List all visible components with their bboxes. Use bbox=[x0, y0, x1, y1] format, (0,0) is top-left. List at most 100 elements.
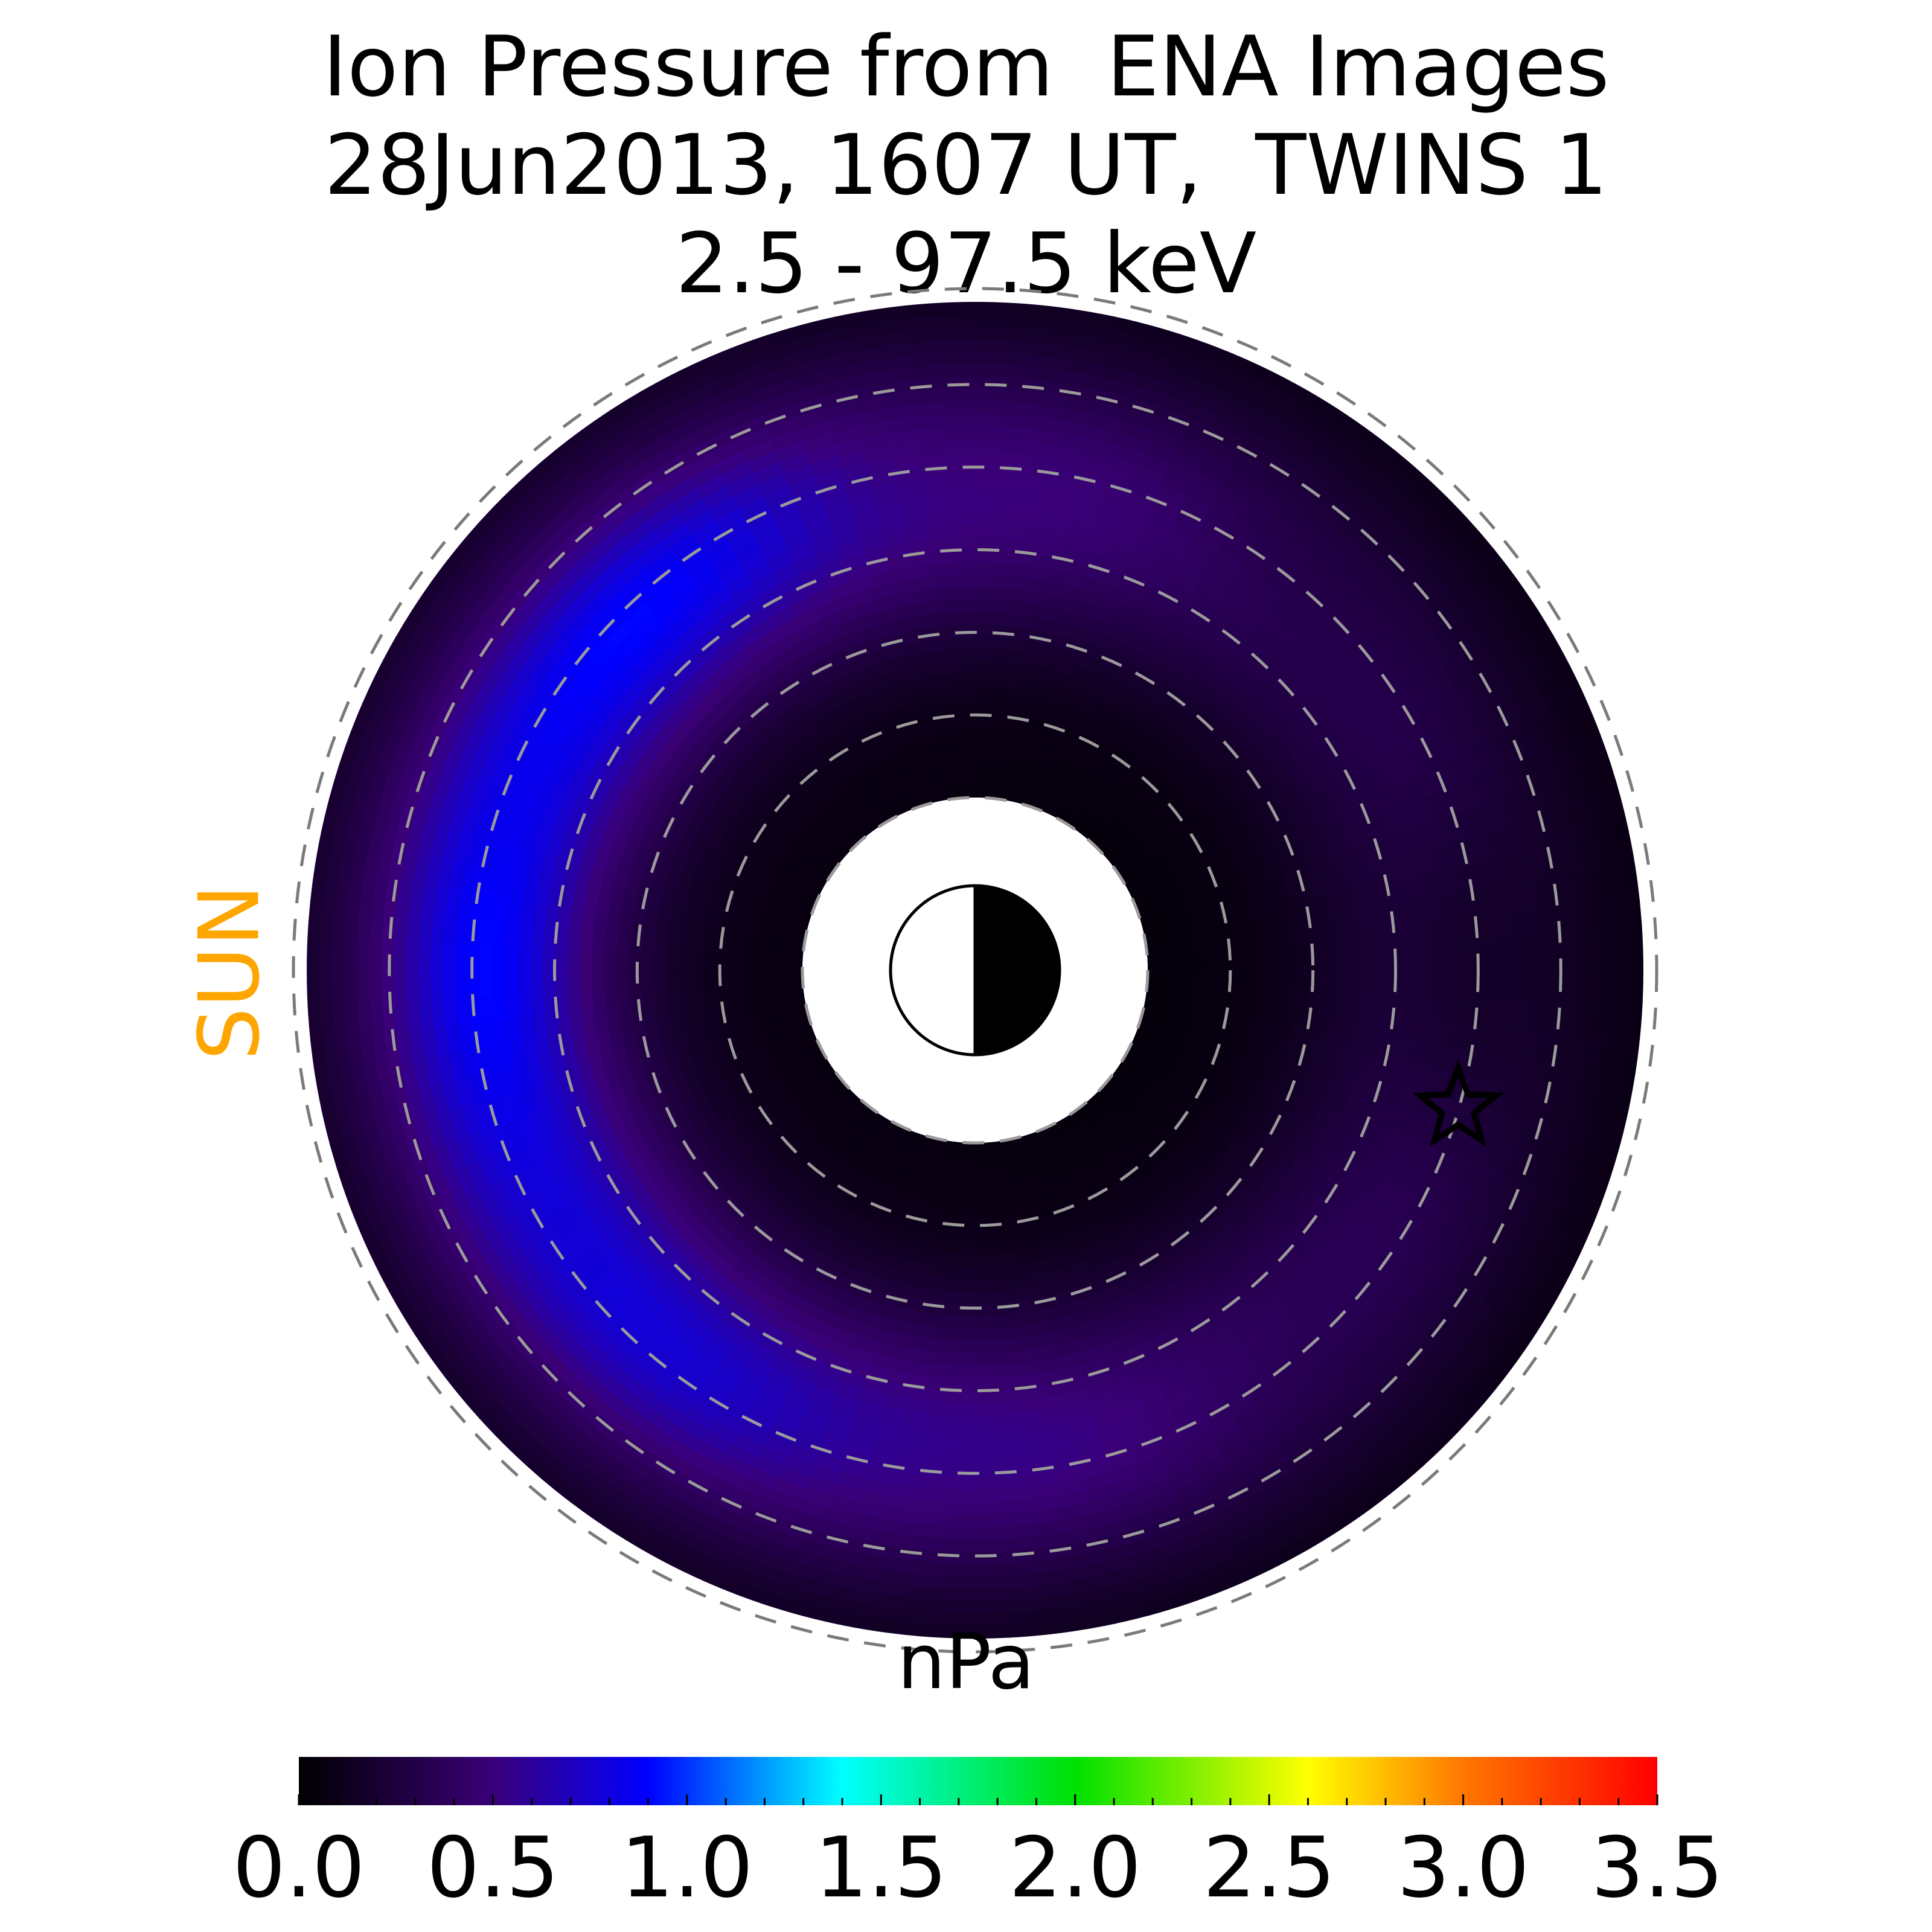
heatmap-cell bbox=[910, 664, 929, 680]
heatmap-cell bbox=[1599, 1138, 1622, 1177]
heatmap-cell bbox=[369, 1096, 390, 1133]
heatmap-cell bbox=[1356, 1095, 1376, 1121]
heatmap-cell bbox=[664, 728, 687, 753]
heatmap-cell bbox=[997, 736, 1012, 751]
heatmap-cell bbox=[1328, 1130, 1349, 1156]
heatmap-cell bbox=[1042, 1605, 1080, 1623]
heatmap-cell bbox=[1125, 1070, 1142, 1087]
heatmap-cell bbox=[814, 1453, 845, 1473]
heatmap-cell bbox=[1322, 573, 1352, 603]
heatmap-cell bbox=[1224, 780, 1246, 802]
heatmap-cell bbox=[784, 1455, 816, 1477]
heatmap-cell bbox=[1410, 1038, 1428, 1066]
heatmap-cell bbox=[1424, 634, 1453, 667]
heatmap-cell bbox=[1056, 570, 1081, 588]
heatmap-cell bbox=[464, 1375, 498, 1411]
heatmap-cell bbox=[610, 715, 635, 743]
heatmap-cell bbox=[1468, 1227, 1495, 1262]
heatmap-cell bbox=[1284, 481, 1317, 510]
heatmap-cell bbox=[1574, 1032, 1591, 1067]
heatmap-cell bbox=[1419, 969, 1434, 994]
heatmap-cell bbox=[600, 1155, 622, 1182]
heatmap-cell bbox=[760, 540, 789, 563]
heatmap-cell bbox=[566, 927, 582, 951]
heatmap-cell bbox=[1332, 827, 1352, 852]
heatmap-cell bbox=[764, 970, 778, 982]
heatmap-cell bbox=[872, 1340, 897, 1358]
heatmap-cell bbox=[987, 723, 1001, 737]
heatmap-cell bbox=[930, 686, 947, 702]
heatmap-cell bbox=[897, 1447, 926, 1463]
heatmap-cell bbox=[1110, 315, 1148, 337]
heatmap-cell bbox=[715, 983, 730, 999]
heatmap-cell bbox=[790, 941, 805, 953]
heatmap-cell bbox=[1185, 1111, 1204, 1131]
heatmap-cell bbox=[728, 1300, 754, 1324]
heatmap-cell bbox=[704, 927, 719, 944]
heatmap-cell bbox=[693, 910, 709, 929]
heatmap-cell bbox=[1462, 1259, 1491, 1294]
heatmap-cell bbox=[1006, 1263, 1025, 1278]
heatmap-cell bbox=[696, 1026, 713, 1045]
heatmap-cell bbox=[510, 482, 545, 517]
heatmap-cell bbox=[577, 1451, 613, 1483]
heatmap-cell bbox=[975, 1563, 1009, 1578]
heatmap-cell bbox=[1185, 1322, 1212, 1346]
heatmap-cell bbox=[794, 608, 819, 629]
heatmap-cell bbox=[869, 782, 886, 800]
heatmap-cell bbox=[1139, 1387, 1168, 1410]
heatmap-cell bbox=[703, 1569, 742, 1596]
heatmap-cell bbox=[1382, 755, 1406, 784]
heatmap-cell bbox=[1273, 1284, 1300, 1311]
heatmap-cell bbox=[1259, 1447, 1294, 1475]
heatmap-cell bbox=[1204, 1124, 1225, 1145]
heatmap-cell bbox=[380, 970, 395, 1003]
heatmap-cell bbox=[931, 562, 955, 577]
heatmap-cell bbox=[1112, 1320, 1137, 1340]
heatmap-cell bbox=[653, 986, 668, 1005]
heatmap-cell bbox=[974, 772, 986, 785]
heatmap-cell bbox=[1228, 609, 1256, 634]
heatmap-cell bbox=[502, 673, 529, 706]
heatmap-cell bbox=[670, 359, 709, 387]
heatmap-cell bbox=[1598, 761, 1622, 801]
heatmap-cell bbox=[991, 1290, 1011, 1305]
heatmap-cell bbox=[751, 1038, 768, 1055]
heatmap-cell bbox=[1033, 1520, 1066, 1537]
heatmap-cell bbox=[732, 906, 749, 923]
heatmap-cell bbox=[1007, 1275, 1026, 1291]
heatmap-cell bbox=[1370, 787, 1392, 815]
heatmap-cell bbox=[964, 1167, 976, 1181]
heatmap-cell bbox=[1349, 657, 1376, 687]
heatmap-cell bbox=[927, 674, 945, 690]
heatmap-cell bbox=[1587, 729, 1611, 768]
heatmap-cell bbox=[1226, 1023, 1242, 1041]
heatmap-cell bbox=[427, 626, 456, 662]
heatmap-cell bbox=[533, 1359, 565, 1392]
heatmap-cell bbox=[1397, 618, 1426, 650]
heatmap-cell bbox=[1157, 392, 1193, 416]
heatmap-cell bbox=[1172, 740, 1194, 761]
heatmap-cell bbox=[682, 554, 712, 581]
heatmap-cell bbox=[747, 450, 780, 474]
heatmap-cell bbox=[1282, 935, 1297, 955]
heatmap-cell bbox=[726, 528, 756, 553]
heatmap-cell bbox=[1120, 630, 1144, 651]
heatmap-cell bbox=[706, 801, 726, 823]
heatmap-cell bbox=[669, 818, 689, 840]
heatmap-cell bbox=[544, 728, 568, 758]
heatmap-cell bbox=[489, 1212, 515, 1244]
heatmap-cell bbox=[654, 1400, 686, 1428]
heatmap-cell bbox=[445, 1307, 476, 1343]
heatmap-cell bbox=[457, 889, 475, 919]
heatmap-cell bbox=[683, 744, 706, 768]
heatmap-cell bbox=[1596, 1102, 1618, 1140]
heatmap-cell bbox=[395, 879, 413, 912]
heatmap-cell bbox=[642, 737, 665, 763]
heatmap-cell bbox=[642, 1179, 666, 1204]
heatmap-cell bbox=[542, 1351, 574, 1383]
heatmap-cell bbox=[1411, 522, 1445, 557]
heatmap-cell bbox=[643, 784, 665, 808]
heatmap-cell bbox=[504, 1119, 525, 1150]
heatmap-cell bbox=[1578, 1000, 1594, 1035]
